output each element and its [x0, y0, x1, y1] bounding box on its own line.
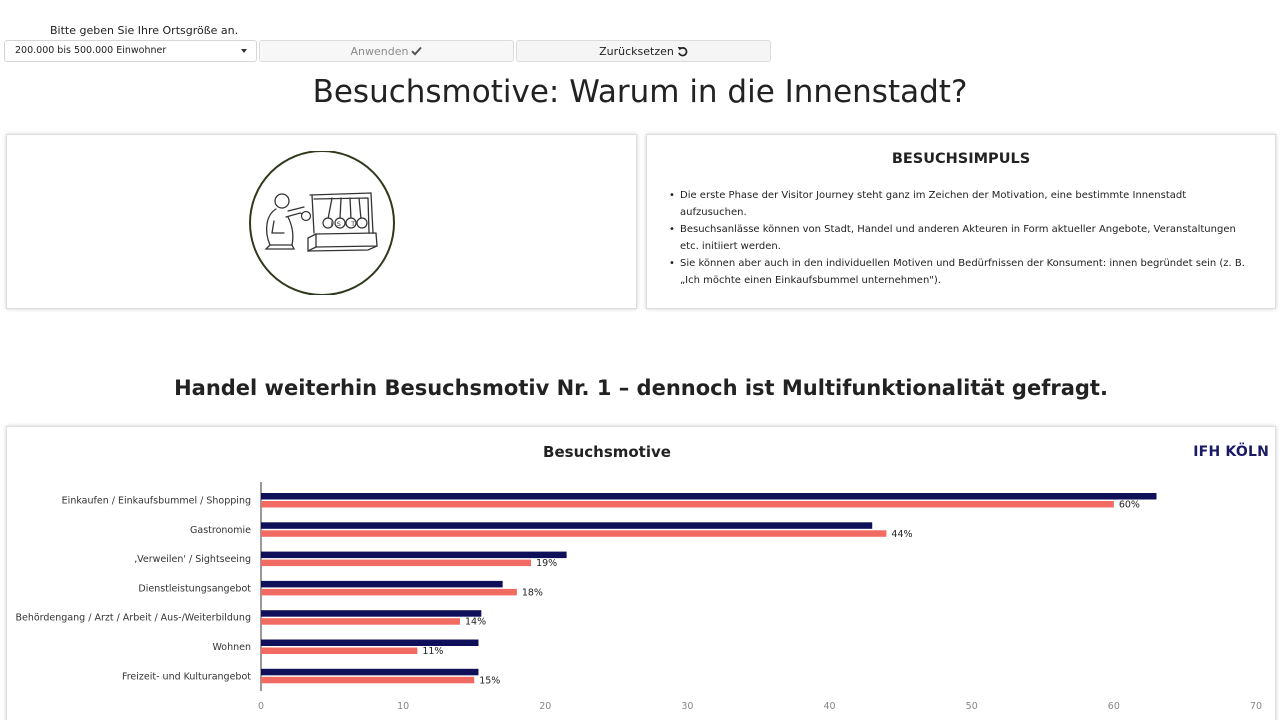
- check-icon: [411, 46, 423, 56]
- reset-button-label: Zurücksetzen: [599, 44, 674, 58]
- impulse-list: Die erste Phase der Visitor Journey steh…: [669, 187, 1250, 289]
- brand-logo: IFH KÖLN: [1193, 444, 1269, 460]
- chart-title: Besuchsmotive: [543, 443, 671, 461]
- impulse-title: BESUCHSIMPULS: [891, 151, 1031, 167]
- bar-series-1: [261, 580, 503, 588]
- bar-chart: Einkaufen / Einkaufsbummel / Shopping 60%…: [15, 482, 1262, 712]
- data-label: 15%: [479, 675, 500, 686]
- bar-series-1: [261, 493, 1157, 500]
- chevron-down-icon: [241, 49, 247, 53]
- x-tick-label: 50: [966, 701, 978, 712]
- bar-series-1: [261, 639, 479, 646]
- data-label: 60%: [1119, 500, 1140, 511]
- impulse-item: Besuchsanlässe können von Stadt, Handel …: [669, 221, 1250, 255]
- x-tick-label: 60: [1108, 701, 1120, 712]
- illustration-card: ISIT: [6, 134, 637, 309]
- newtons-cradle-illustration: ISIT: [249, 151, 395, 295]
- x-tick-label: 30: [681, 701, 693, 712]
- data-label: 18%: [522, 587, 543, 598]
- data-label: 44%: [891, 529, 912, 540]
- apply-button-label: Anwenden: [350, 44, 409, 58]
- bar-series-2: [261, 588, 517, 596]
- bar-series-1: [261, 610, 482, 617]
- category-label: ‚Verweilen' / Sightseeing: [134, 554, 251, 565]
- bar-series-2: [261, 676, 475, 684]
- impulse-item: Die erste Phase der Visitor Journey steh…: [669, 187, 1250, 221]
- category-label: Dienstleistungsangebot: [138, 583, 251, 594]
- category-label: Freizeit- und Kulturangebot: [122, 671, 251, 682]
- category-label: Wohnen: [212, 642, 251, 653]
- apply-button[interactable]: Anwenden: [259, 40, 514, 62]
- section-heading: Handel weiterhin Besuchsmotiv Nr. 1 – de…: [174, 376, 1108, 400]
- bar-series-2: [261, 647, 418, 654]
- category-label: Gastronomie: [190, 525, 251, 536]
- illustration-sign-text: ISIT: [331, 220, 360, 228]
- data-label: 19%: [536, 558, 557, 569]
- bar-series-1: [261, 522, 873, 529]
- bar-series-2: [261, 618, 460, 625]
- x-tick-label: 40: [824, 701, 836, 712]
- filter-label: Bitte geben Sie Ihre Ortsgröße an.: [50, 24, 239, 37]
- data-label: 14%: [465, 617, 486, 628]
- x-tick-label: 20: [539, 701, 551, 712]
- data-label: 11%: [422, 646, 443, 657]
- city-size-selected-value: 200.000 bis 500.000 Einwohner: [15, 45, 167, 56]
- bar-series-2: [261, 559, 532, 567]
- bar-series-2: [261, 501, 1114, 508]
- impulse-card: BESUCHSIMPULS Die erste Phase der Visito…: [646, 134, 1276, 309]
- x-tick-label: 10: [397, 701, 409, 712]
- undo-icon: [677, 46, 688, 56]
- x-tick-label: 70: [1250, 701, 1262, 712]
- bar-series-1: [261, 551, 567, 559]
- category-label: Behördengang / Arzt / Arbeit / Aus-/Weit…: [15, 613, 251, 624]
- reset-button[interactable]: Zurücksetzen: [516, 40, 771, 62]
- chart-card: Besuchsmotive IFH KÖLN Einkaufen / Einka…: [6, 426, 1276, 720]
- x-tick-label: 0: [258, 701, 264, 712]
- page-title: Besuchsmotive: Warum in die Innenstadt?: [312, 74, 968, 110]
- bar-series-1: [261, 668, 479, 676]
- city-size-select[interactable]: 200.000 bis 500.000 Einwohner: [4, 40, 257, 62]
- impulse-item: Sie können aber auch in den individuelle…: [669, 255, 1250, 289]
- category-label: Einkaufen / Einkaufsbummel / Shopping: [62, 496, 251, 507]
- bar-series-2: [261, 530, 887, 537]
